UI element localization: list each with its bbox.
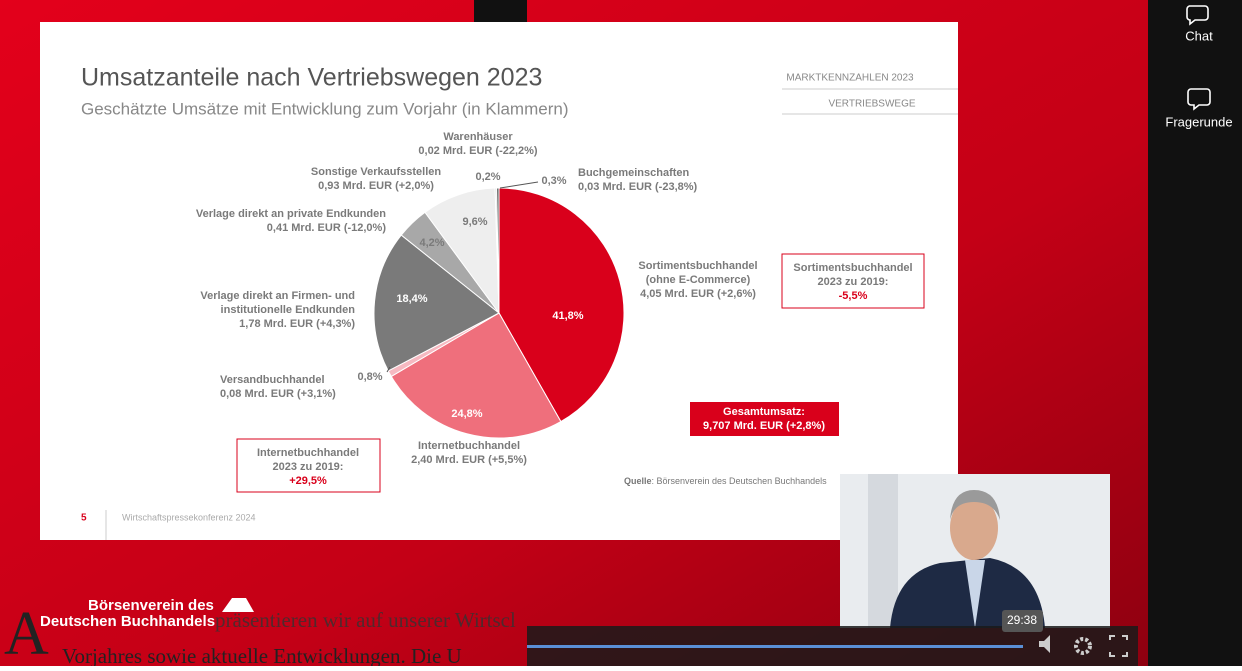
slice-detail: institutionelle Endkunden (221, 304, 356, 316)
questions-icon (1187, 88, 1211, 111)
video-background (868, 474, 898, 628)
callout-text: 2023 zu 2019: (273, 461, 344, 473)
slice-detail: 0,03 Mrd. EUR (-23,8%) (578, 181, 698, 193)
slide-subtitle: Geschätzte Umsätze mit Entwicklung zum V… (81, 99, 569, 118)
logo-icon (222, 598, 254, 612)
footer: Wirtschaftspressekonferenz 2024 (122, 512, 256, 522)
leader-line (386, 366, 391, 373)
caption-initial: A (4, 600, 49, 666)
slice-detail: 1,78 Mrd. EUR (+4,3%) (239, 318, 355, 330)
slice-detail: 2,40 Mrd. EUR (+5,5%) (411, 454, 527, 466)
slice-percent: 41,8% (552, 310, 583, 322)
time-label: 29:38 (1007, 613, 1037, 627)
questions-button[interactable]: Fragerunde (1165, 88, 1233, 129)
slice-detail: 0,93 Mrd. EUR (+2,0%) (318, 180, 434, 192)
slice-detail: 4,05 Mrd. EUR (+2,6%) (640, 288, 756, 300)
sidebar (1148, 0, 1242, 666)
slice-percent: 9,6% (462, 216, 487, 228)
questions-label: Fragerunde (1165, 114, 1232, 129)
logo-text: Deutschen Buchhandels (40, 613, 215, 630)
slide-title: Umsatzanteile nach Vertriebswegen 2023 (81, 64, 542, 92)
section-label: MARKTKENNZAHLEN 2023 (786, 73, 914, 84)
total-box (690, 402, 839, 436)
callout-box (236, 438, 381, 493)
slice-detail: 0,41 Mrd. EUR (-12,0%) (267, 222, 387, 234)
slice-detail: (ohne E-Commerce) (646, 274, 751, 286)
speaker-shirt (965, 560, 985, 628)
callout-text: Internetbuchhandel (257, 447, 359, 459)
caption-text: Vorjahres sowie aktuelle Entwicklungen. … (62, 644, 462, 666)
slice-detail: 0,02 Mrd. EUR (-22,2%) (418, 145, 538, 157)
pie-slice (373, 234, 500, 372)
pie-slice (496, 187, 500, 314)
pie-slice (498, 187, 625, 423)
speaker-head (950, 496, 998, 560)
slice-name: Sonstige Verkaufsstellen (311, 166, 441, 178)
source-text: : Börsenverein des Deutschen Buchhandels (652, 476, 828, 486)
source: Quelle: Börsenverein des Deutschen Buchh… (624, 476, 827, 486)
slice-name: Verlage direkt an Firmen- und (200, 290, 355, 302)
section-label: VERTRIEBSWEGE (828, 99, 915, 110)
slice-name: Warenhäuser (443, 131, 513, 143)
pie-slice (390, 312, 562, 439)
time-tooltip (1002, 610, 1043, 632)
chat-label: Chat (1185, 28, 1213, 43)
slice-percent: 0,2% (475, 171, 500, 183)
speaker-hair (950, 490, 1000, 520)
slice-percent: 0,8% (357, 371, 382, 383)
volume-button[interactable] (1039, 635, 1050, 653)
slice-percent: 24,8% (451, 408, 482, 420)
slice-name: Internetbuchhandel (418, 440, 520, 452)
pie-slice (424, 187, 500, 315)
chat-button[interactable]: Chat (1185, 5, 1213, 43)
callout-text: 2023 zu 2019: (818, 276, 889, 288)
slice-name: Verlage direkt an private Endkunden (196, 208, 386, 220)
pie-chart: 41,8% Sortimentsbuchhandel (ohne E-Commerc… (196, 131, 758, 466)
slice-detail: 0,08 Mrd. EUR (+3,1%) (220, 388, 336, 400)
page-number: 5 (81, 513, 87, 524)
callout-text: Sortimentsbuchhandel (793, 262, 912, 274)
slice-percent: 0,3% (541, 175, 566, 187)
leader-line (499, 181, 539, 189)
callout-value: -5,5% (839, 290, 868, 302)
slice-percent: 4,2% (419, 237, 444, 249)
fullscreen-button[interactable] (1109, 635, 1128, 657)
slice-name: Sortimentsbuchhandel (638, 260, 757, 272)
source-label: Quelle (624, 476, 652, 486)
progress-bar[interactable] (527, 645, 1023, 648)
logo-text: Börsenverein des (88, 597, 214, 614)
slice-name: Versandbuchhandel (220, 374, 325, 386)
chat-icon (1186, 5, 1209, 26)
slice-name: Buchgemeinschaften (578, 167, 690, 179)
caption-text: präsentieren wir auf unserer Wirtscl (215, 608, 516, 632)
slice-percent: 18,4% (396, 293, 427, 305)
callout-value: +29,5% (289, 475, 327, 487)
total-value: 9,707 Mrd. EUR (+2,8%) (703, 420, 825, 432)
settings-button[interactable] (1074, 637, 1092, 655)
total-text: Gesamtumsatz: (723, 406, 805, 418)
callout-box (781, 253, 925, 309)
